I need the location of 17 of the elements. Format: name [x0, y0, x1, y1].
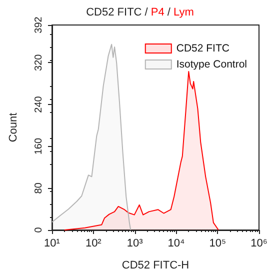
x-tick-label: 10¹	[44, 238, 60, 250]
chart-title: CD52 FITC / P4 / Lym	[86, 6, 194, 18]
x-tick-label: 10³	[126, 238, 144, 250]
x-tick-label: 10⁵	[209, 238, 226, 250]
y-tick-label: 320	[34, 54, 44, 71]
y-axis-title: Count	[8, 112, 20, 142]
y-tick-label: 240	[34, 96, 44, 113]
y-tick-label: 80	[34, 182, 44, 194]
y-tick-label: 160	[34, 138, 44, 155]
legend-label: Isotype Control	[176, 58, 248, 70]
y-tick-label: 0	[34, 226, 44, 233]
x-tick-label: 10²	[85, 238, 102, 250]
legend-label: CD52 FITC	[176, 42, 230, 54]
x-axis-title: CD52 FITC-H	[122, 260, 190, 272]
x-tick-label: 10⁴	[168, 238, 185, 250]
x-tick-label: 10⁶	[250, 238, 268, 250]
y-tick-label: 392	[34, 16, 44, 34]
